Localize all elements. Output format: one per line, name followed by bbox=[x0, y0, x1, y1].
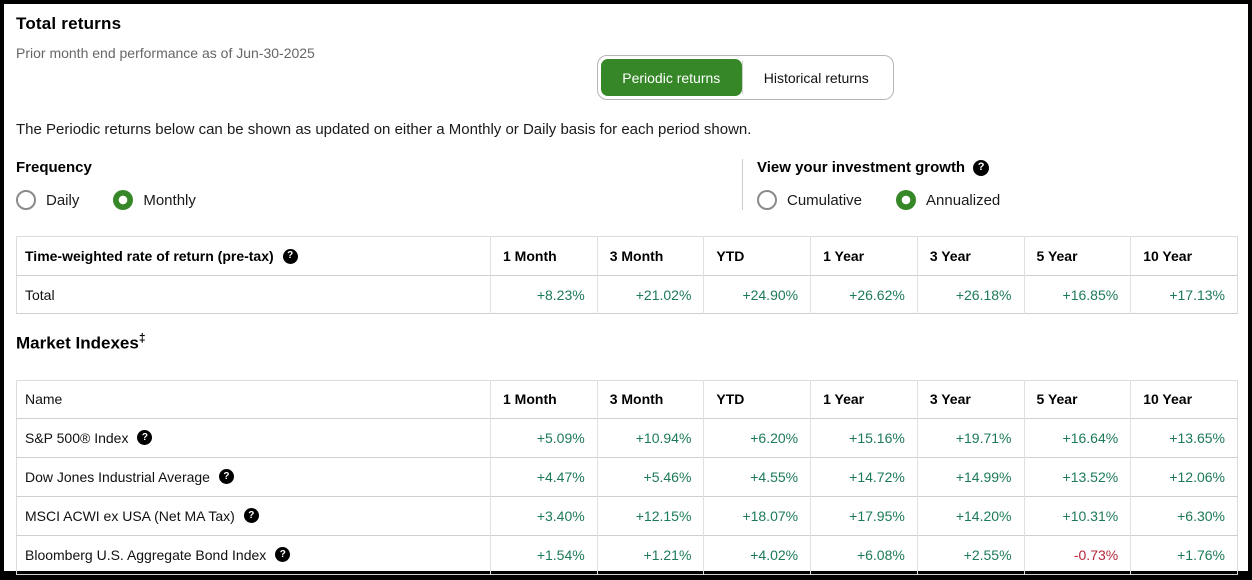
return-value: +24.90% bbox=[703, 275, 811, 314]
total-row-label: Total bbox=[25, 286, 55, 303]
return-value: +26.18% bbox=[916, 275, 1025, 314]
twr-help-icon[interactable]: ? bbox=[282, 248, 298, 264]
return-value: +16.64% bbox=[1023, 418, 1131, 458]
return-value: +17.13% bbox=[1130, 275, 1238, 314]
return-value: +12.06% bbox=[1130, 457, 1238, 497]
tab-periodic-returns[interactable]: Periodic returns bbox=[601, 59, 742, 96]
col-10-year: 10 Year bbox=[1130, 236, 1238, 276]
return-value: +14.99% bbox=[916, 457, 1025, 497]
tab-historical-returns[interactable]: Historical returns bbox=[743, 59, 891, 96]
return-value: +10.31% bbox=[1023, 496, 1131, 536]
twr-header-label: Time-weighted rate of return (pre-tax) bbox=[25, 248, 274, 264]
col-3-month: 3 Month bbox=[596, 236, 704, 276]
table-header-row: Time-weighted rate of return (pre-tax) ?… bbox=[16, 236, 1238, 276]
radio-annualized-label: Annualized bbox=[926, 191, 1001, 209]
col-1-month: 1 Month bbox=[490, 380, 598, 419]
table-header-row: Name 1 Month 3 Month YTD 1 Year 3 Year 5… bbox=[16, 380, 1238, 419]
radio-monthly[interactable]: Monthly bbox=[113, 190, 196, 210]
market-indexes-table: Name 1 Month 3 Month YTD 1 Year 3 Year 5… bbox=[16, 379, 1238, 575]
col-ytd: YTD bbox=[703, 236, 811, 276]
double-dagger-footnote: ‡ bbox=[138, 331, 146, 345]
radio-selected-icon bbox=[896, 190, 917, 210]
return-value: +12.15% bbox=[596, 496, 704, 536]
periodic-returns-description: The Periodic returns below can be shown … bbox=[16, 121, 752, 138]
return-value: +6.08% bbox=[810, 535, 918, 575]
col-1-year: 1 Year bbox=[810, 236, 918, 276]
col-1-month: 1 Month bbox=[490, 236, 598, 276]
index-name: Bloomberg U.S. Aggregate Bond Index bbox=[25, 546, 267, 563]
radio-circle-icon bbox=[16, 190, 36, 210]
return-value: +6.20% bbox=[703, 418, 811, 458]
as-of-subtitle: Prior month end performance as of Jun-30… bbox=[16, 45, 315, 61]
name-column-header: Name bbox=[25, 391, 63, 408]
return-value: +14.72% bbox=[810, 457, 918, 497]
index-help-icon[interactable]: ? bbox=[218, 469, 234, 485]
col-1-year: 1 Year bbox=[810, 380, 918, 419]
filters-row: Frequency Daily Monthly View your invest… bbox=[16, 159, 1238, 210]
growth-help-icon[interactable]: ? bbox=[973, 159, 990, 176]
index-name: Dow Jones Industrial Average bbox=[25, 468, 210, 485]
return-value: +3.40% bbox=[490, 496, 598, 536]
return-value: +8.23% bbox=[490, 275, 598, 314]
return-value: +15.16% bbox=[810, 418, 918, 458]
return-value: +1.21% bbox=[596, 535, 704, 575]
growth-view-label: View your investment growth bbox=[757, 159, 966, 176]
index-help-icon[interactable]: ? bbox=[243, 508, 259, 524]
return-value: +19.71% bbox=[916, 418, 1025, 458]
return-value: +10.94% bbox=[596, 418, 704, 458]
col-3-year: 3 Year bbox=[916, 236, 1025, 276]
page-title: Total returns bbox=[16, 14, 122, 33]
return-value: +4.02% bbox=[703, 535, 811, 575]
growth-view-group: View your investment growth ? Cumulative… bbox=[742, 159, 1238, 210]
col-5-year: 5 Year bbox=[1023, 380, 1131, 419]
return-value: -0.73% bbox=[1023, 535, 1131, 575]
return-value: +13.65% bbox=[1130, 418, 1238, 458]
radio-monthly-label: Monthly bbox=[143, 191, 196, 209]
returns-view-toggle: Periodic returns Historical returns bbox=[597, 55, 894, 100]
return-value: +1.76% bbox=[1130, 535, 1238, 575]
return-value: +5.46% bbox=[596, 457, 704, 497]
market-indexes-heading: Market Indexes‡ bbox=[16, 331, 146, 353]
radio-daily[interactable]: Daily bbox=[16, 190, 79, 210]
frequency-label: Frequency bbox=[16, 159, 92, 176]
return-value: +6.30% bbox=[1130, 496, 1238, 536]
index-name: MSCI ACWI ex USA (Net MA Tax) bbox=[25, 507, 235, 524]
table-row-sp500: S&P 500® Index? +5.09% +10.94% +6.20% +1… bbox=[16, 418, 1238, 458]
return-value: +17.95% bbox=[810, 496, 918, 536]
return-value: +4.47% bbox=[490, 457, 598, 497]
return-value: +1.54% bbox=[490, 535, 598, 575]
twr-returns-table: Time-weighted rate of return (pre-tax) ?… bbox=[16, 236, 1238, 314]
return-value: +14.20% bbox=[916, 496, 1025, 536]
table-row-bloomberg-agg: Bloomberg U.S. Aggregate Bond Index? +1.… bbox=[16, 535, 1238, 575]
index-help-icon[interactable]: ? bbox=[137, 430, 153, 446]
col-ytd: YTD bbox=[703, 380, 811, 419]
col-3-year: 3 Year bbox=[916, 380, 1025, 419]
radio-cumulative[interactable]: Cumulative bbox=[757, 190, 862, 210]
col-10-year: 10 Year bbox=[1130, 380, 1238, 419]
return-value: +2.55% bbox=[916, 535, 1025, 575]
return-value: +4.55% bbox=[703, 457, 811, 497]
radio-daily-label: Daily bbox=[46, 191, 80, 209]
return-value: +16.85% bbox=[1023, 275, 1131, 314]
index-name: S&P 500® Index bbox=[25, 429, 129, 446]
table-row-msci-acwi: MSCI ACWI ex USA (Net MA Tax)? +3.40% +1… bbox=[16, 496, 1238, 536]
col-3-month: 3 Month bbox=[596, 380, 704, 419]
return-value: +5.09% bbox=[490, 418, 598, 458]
radio-cumulative-label: Cumulative bbox=[787, 191, 863, 209]
table-row-total: Total +8.23% +21.02% +24.90% +26.62% +26… bbox=[16, 275, 1238, 314]
return-value: +21.02% bbox=[596, 275, 704, 314]
radio-selected-icon bbox=[113, 190, 134, 210]
col-5-year: 5 Year bbox=[1023, 236, 1131, 276]
table-row-dow-jones: Dow Jones Industrial Average? +4.47% +5.… bbox=[16, 457, 1238, 497]
return-value: +13.52% bbox=[1023, 457, 1131, 497]
index-help-icon[interactable]: ? bbox=[275, 547, 291, 563]
return-value: +26.62% bbox=[810, 275, 918, 314]
radio-annualized[interactable]: Annualized bbox=[896, 190, 1000, 210]
frequency-group: Frequency Daily Monthly bbox=[16, 159, 742, 210]
toggle-divider bbox=[741, 61, 743, 94]
return-value: +18.07% bbox=[703, 496, 811, 536]
total-returns-panel: Total returns Prior month end performanc… bbox=[4, 4, 1248, 575]
radio-circle-icon bbox=[757, 190, 777, 210]
